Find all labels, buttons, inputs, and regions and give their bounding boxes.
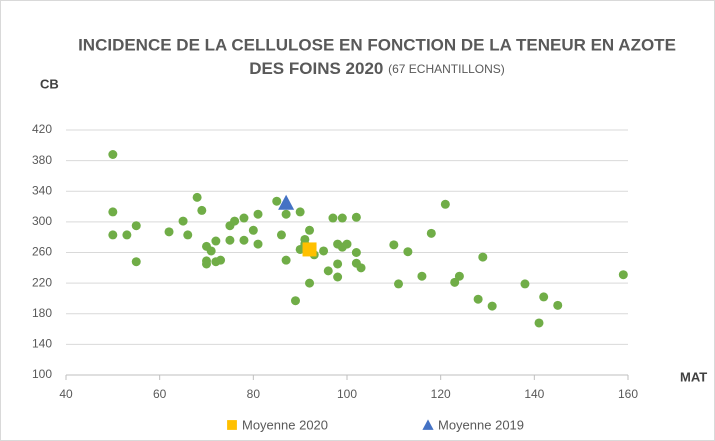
- point: [426, 228, 436, 238]
- point: [206, 246, 216, 256]
- point: [178, 216, 188, 226]
- point: [539, 292, 549, 302]
- point: [351, 248, 361, 257]
- y-tick-label: 420: [32, 122, 52, 136]
- point: [248, 225, 258, 235]
- point: [253, 209, 263, 219]
- point: [278, 194, 295, 210]
- point: [230, 216, 240, 226]
- point: [440, 199, 450, 209]
- point: [108, 207, 118, 217]
- x-tick-label: 120: [431, 387, 451, 401]
- point: [290, 296, 300, 306]
- point: [225, 235, 235, 245]
- x-tick-label: 100: [337, 387, 357, 401]
- legend-swatch: [422, 419, 434, 430]
- y-tick-label: 220: [32, 275, 52, 289]
- point: [333, 259, 343, 269]
- y-tick-label: 100: [32, 367, 52, 381]
- point: [394, 279, 404, 289]
- point: [389, 240, 399, 250]
- legend-label: Moyenne 2019: [438, 417, 524, 432]
- point: [534, 318, 544, 328]
- point: [302, 242, 317, 257]
- point: [202, 259, 211, 269]
- point: [478, 252, 488, 262]
- point: [183, 230, 193, 240]
- point: [403, 247, 413, 257]
- point: [164, 227, 174, 237]
- y-tick-label: 140: [32, 337, 52, 351]
- legend-label: Moyenne 2020: [242, 417, 328, 432]
- point: [520, 279, 530, 289]
- point: [122, 230, 132, 240]
- point: [417, 271, 427, 281]
- point: [319, 246, 329, 256]
- point: [131, 257, 141, 267]
- point: [131, 221, 141, 231]
- point: [323, 266, 333, 276]
- point: [281, 209, 291, 219]
- chart-title: DES FOINS 2020: [249, 59, 383, 78]
- point: [328, 213, 338, 223]
- point: [356, 263, 366, 273]
- point: [216, 255, 226, 265]
- point: [305, 278, 315, 288]
- point: [239, 235, 249, 245]
- point: [351, 212, 361, 222]
- point: [337, 213, 347, 223]
- point: [239, 213, 249, 223]
- chart-title: INCIDENCE DE LA CELLULOSE EN FONCTION DE…: [78, 35, 676, 54]
- y-tick-label: 340: [32, 183, 52, 197]
- y-axis-label: CB: [40, 76, 59, 91]
- point: [253, 239, 263, 249]
- point: [108, 230, 118, 240]
- point: [197, 205, 207, 215]
- y-tick-label: 260: [32, 245, 52, 259]
- point: [305, 225, 315, 235]
- y-tick-label: 300: [32, 214, 52, 228]
- point: [473, 294, 483, 304]
- y-tick-label: 380: [32, 153, 52, 167]
- point: [487, 301, 497, 311]
- point: [618, 270, 628, 280]
- x-tick-label: 60: [153, 387, 167, 401]
- point: [454, 271, 464, 281]
- point: [553, 300, 563, 310]
- point: [281, 255, 291, 265]
- point: [450, 277, 460, 287]
- x-axis-label: MAT: [680, 369, 707, 384]
- point: [342, 239, 352, 249]
- point: [211, 236, 221, 246]
- chart-title: DES FOINS 2020 (67 ECHANTILLONS): [249, 59, 505, 78]
- x-tick-label: 40: [59, 387, 73, 401]
- x-tick-label: 160: [618, 387, 638, 401]
- point: [272, 196, 282, 206]
- y-tick-label: 180: [32, 306, 52, 320]
- point: [276, 230, 286, 240]
- x-tick-label: 80: [247, 387, 261, 401]
- point: [333, 272, 343, 282]
- point: [108, 150, 118, 159]
- legend-swatch: [227, 420, 237, 430]
- point: [295, 207, 305, 217]
- point: [192, 192, 202, 202]
- x-tick-label: 140: [524, 387, 544, 401]
- chart-subtitle: (67 ECHANTILLONS): [388, 62, 505, 76]
